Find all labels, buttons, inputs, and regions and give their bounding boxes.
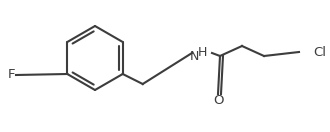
Text: H: H [198, 46, 207, 58]
Text: N: N [190, 50, 199, 62]
Text: O: O [213, 93, 223, 107]
Text: Cl: Cl [313, 46, 326, 58]
Text: F: F [8, 69, 16, 81]
